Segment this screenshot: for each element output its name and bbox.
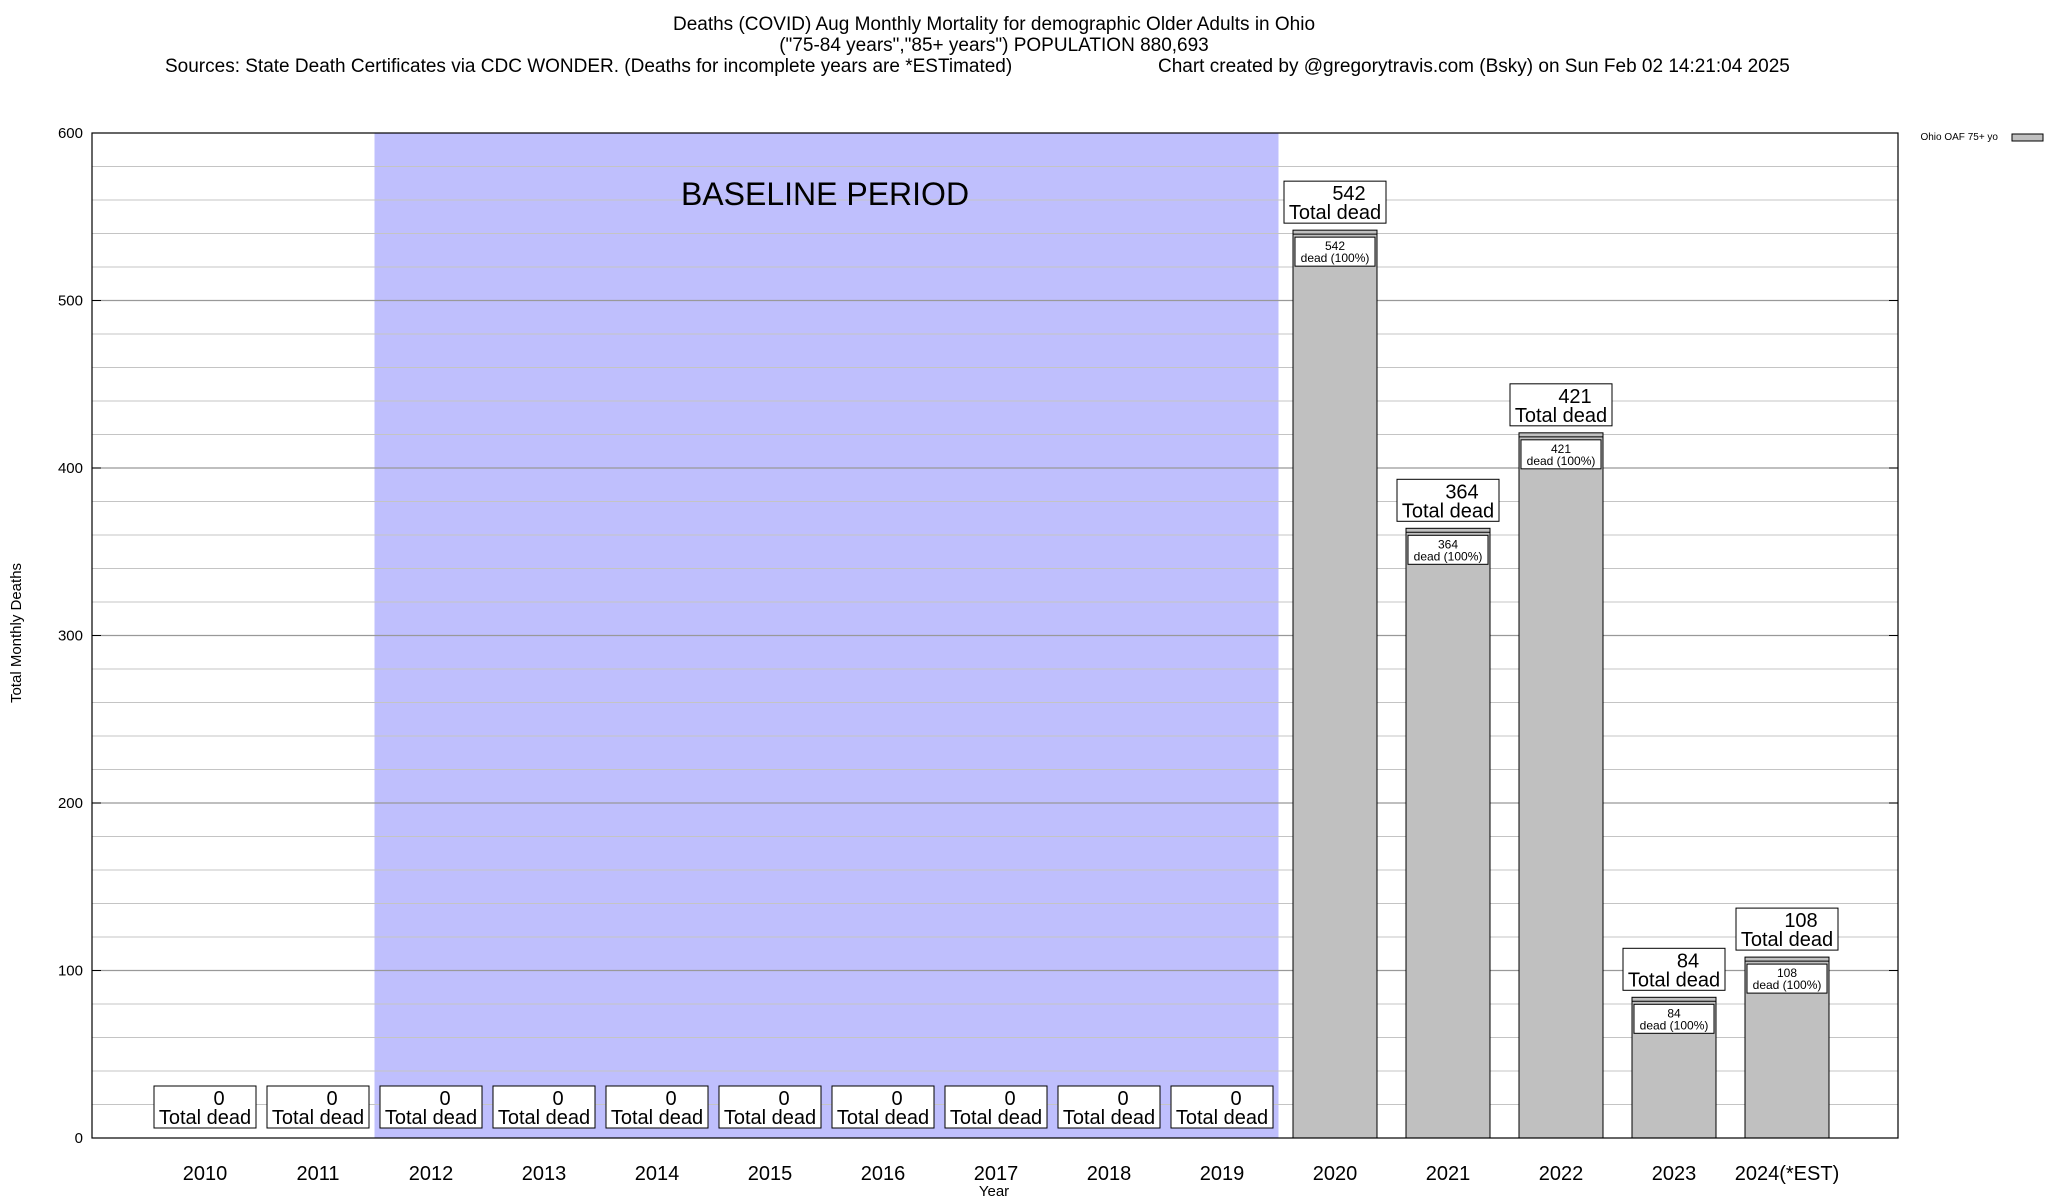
bar-inner-label-box bbox=[1633, 1003, 1715, 1034]
total-dead-value: 108 bbox=[1784, 910, 1817, 932]
total-dead-label-box bbox=[1057, 1085, 1161, 1129]
total-dead-label-box bbox=[1735, 907, 1839, 951]
total-dead-value: 421 bbox=[1558, 386, 1591, 408]
total-dead-label-box bbox=[266, 1085, 370, 1129]
total-dead-value: 84 bbox=[1677, 950, 1699, 972]
total-dead-label-box bbox=[605, 1085, 709, 1129]
total-dead-label: Total dead bbox=[1741, 929, 1833, 951]
x-tick-label: 2020 bbox=[1313, 1163, 1358, 1185]
total-dead-label: Total dead bbox=[1063, 1107, 1155, 1129]
total-dead-label-box bbox=[379, 1085, 483, 1129]
x-tick-label: 2018 bbox=[1087, 1163, 1132, 1185]
baseline-period-label: BASELINE PERIOD bbox=[681, 176, 969, 212]
total-dead-label: Total dead bbox=[498, 1107, 590, 1129]
legend-label: Ohio OAF 75+ yo bbox=[1920, 132, 1998, 143]
x-tick-label: 2011 bbox=[296, 1163, 339, 1185]
bar-inner-label: dead (100%) bbox=[1640, 1018, 1709, 1032]
y-tick-label: 400 bbox=[58, 460, 83, 477]
total-dead-label: Total dead bbox=[1176, 1107, 1268, 1129]
bar-inner-label: dead (100%) bbox=[1414, 549, 1483, 563]
x-tick-label: 2014 bbox=[635, 1163, 680, 1185]
chart-subtitle: ("75-84 years","85+ years") POPULATION 8… bbox=[779, 35, 1209, 56]
x-tick-label: 2017 bbox=[974, 1163, 1019, 1185]
bar-inner-label: dead (100%) bbox=[1753, 978, 1822, 992]
bar-inner-label-box bbox=[1520, 439, 1602, 470]
x-tick-label: 2019 bbox=[1200, 1163, 1245, 1185]
x-tick-label: 2013 bbox=[522, 1163, 567, 1185]
y-tick-label: 0 bbox=[75, 1130, 83, 1147]
x-tick-label: 2023 bbox=[1652, 1163, 1697, 1185]
bar-inner-value: 364 bbox=[1438, 537, 1458, 551]
total-dead-label: Total dead bbox=[272, 1107, 364, 1129]
bar bbox=[1292, 229, 1378, 1139]
total-dead-label-box bbox=[1509, 383, 1613, 427]
x-tick-label: 2015 bbox=[748, 1163, 793, 1185]
total-dead-label-box bbox=[1396, 478, 1500, 522]
total-dead-label: Total dead bbox=[611, 1107, 703, 1129]
total-dead-value: 0 bbox=[326, 1088, 337, 1110]
bar-inner-value: 84 bbox=[1667, 1006, 1681, 1020]
bar bbox=[1518, 432, 1604, 1139]
chart-sources: Sources: State Death Certificates via CD… bbox=[165, 56, 1012, 77]
total-dead-label: Total dead bbox=[837, 1107, 929, 1129]
x-tick-label: 2012 bbox=[409, 1163, 454, 1185]
x-tick-label: 2021 bbox=[1426, 1163, 1471, 1185]
total-dead-value: 0 bbox=[1230, 1088, 1241, 1110]
total-dead-label: Total dead bbox=[950, 1107, 1042, 1129]
total-dead-label-box bbox=[1622, 947, 1726, 991]
total-dead-value: 0 bbox=[665, 1088, 676, 1110]
total-dead-label: Total dead bbox=[1628, 969, 1720, 991]
total-dead-label-box bbox=[1283, 180, 1387, 224]
y-tick-label: 500 bbox=[58, 293, 83, 310]
x-tick-label: 2024(*EST) bbox=[1735, 1163, 1840, 1185]
x-tick-label: 2022 bbox=[1539, 1163, 1584, 1185]
total-dead-value: 0 bbox=[778, 1088, 789, 1110]
y-tick-label: 300 bbox=[58, 628, 83, 645]
total-dead-label-box bbox=[831, 1085, 935, 1129]
total-dead-value: 364 bbox=[1445, 481, 1478, 503]
plot-frame bbox=[91, 132, 1899, 1139]
legend: Ohio OAF 75+ yo bbox=[1920, 132, 2044, 143]
y-tick-label: 200 bbox=[58, 795, 83, 812]
bar-inner-label-box bbox=[1407, 534, 1489, 565]
total-dead-label: Total dead bbox=[1515, 405, 1607, 427]
legend-swatch bbox=[2011, 133, 2044, 142]
total-dead-label-box bbox=[153, 1085, 257, 1129]
bar-inner-label-box bbox=[1746, 963, 1828, 994]
x-tick-label: 2010 bbox=[183, 1163, 228, 1185]
bar-inner-value: 542 bbox=[1325, 239, 1345, 253]
total-dead-value: 0 bbox=[1117, 1088, 1128, 1110]
total-dead-label: Total dead bbox=[1289, 202, 1381, 224]
y-tick-label: 600 bbox=[58, 125, 83, 142]
total-dead-value: 0 bbox=[213, 1088, 224, 1110]
total-dead-label: Total dead bbox=[724, 1107, 816, 1129]
bar-inner-value: 421 bbox=[1551, 442, 1571, 456]
total-dead-label: Total dead bbox=[159, 1107, 251, 1129]
total-dead-label-box bbox=[944, 1085, 1048, 1129]
total-dead-label-box bbox=[1170, 1085, 1274, 1129]
bar bbox=[1405, 527, 1491, 1139]
bar-inner-label-box bbox=[1294, 236, 1376, 267]
y-axis-label: Total Monthly Deaths bbox=[8, 563, 25, 703]
x-tick-label: 2016 bbox=[861, 1163, 906, 1185]
bar-inner-label: dead (100%) bbox=[1301, 251, 1370, 265]
y-tick-label: 100 bbox=[58, 963, 83, 980]
total-dead-label: Total dead bbox=[385, 1107, 477, 1129]
total-dead-label: Total dead bbox=[1402, 500, 1494, 522]
total-dead-value: 0 bbox=[439, 1088, 450, 1110]
total-dead-label-box bbox=[492, 1085, 596, 1129]
total-dead-label-box bbox=[718, 1085, 822, 1129]
chart-title: Deaths (COVID) Aug Monthly Mortality for… bbox=[673, 14, 1315, 35]
total-dead-value: 542 bbox=[1332, 183, 1365, 205]
bar-inner-label: dead (100%) bbox=[1527, 454, 1596, 468]
chart-credit: Chart created by @gregorytravis.com (Bsk… bbox=[1158, 56, 1790, 77]
total-dead-value: 0 bbox=[1004, 1088, 1015, 1110]
total-dead-value: 0 bbox=[552, 1088, 563, 1110]
x-axis-label: Year bbox=[979, 1183, 1009, 1200]
bar-inner-value: 108 bbox=[1777, 966, 1797, 980]
total-dead-value: 0 bbox=[891, 1088, 902, 1110]
